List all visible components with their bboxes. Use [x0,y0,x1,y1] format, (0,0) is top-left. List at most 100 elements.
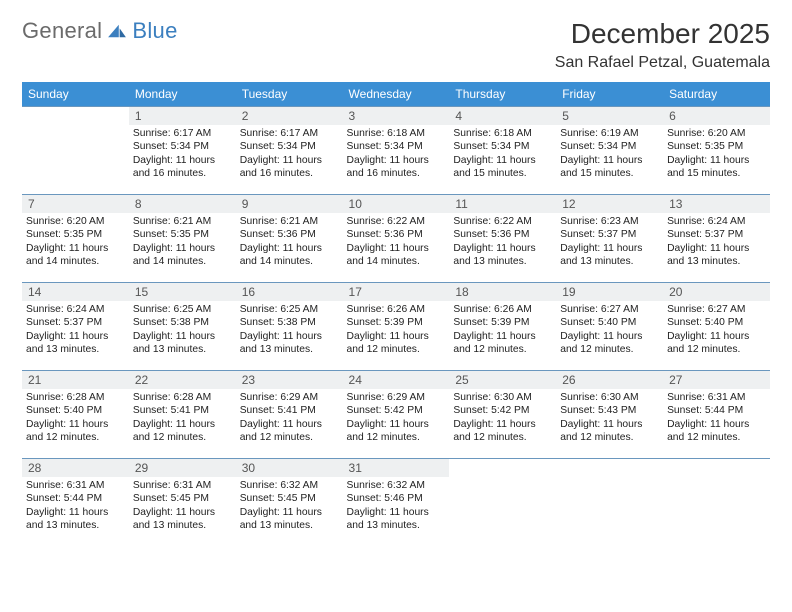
daylight-text: and 14 minutes. [133,255,232,268]
day-number: 2 [236,107,343,125]
daylight-text: Daylight: 11 hours [347,330,446,343]
sunrise-text: Sunrise: 6:30 AM [453,391,552,404]
sunrise-text: Sunrise: 6:27 AM [667,303,766,316]
sunset-text: Sunset: 5:46 PM [347,492,446,505]
sunrise-text: Sunrise: 6:20 AM [667,127,766,140]
calendar-week-row: 21Sunrise: 6:28 AMSunset: 5:40 PMDayligh… [22,371,770,459]
day-details: Sunrise: 6:28 AMSunset: 5:40 PMDaylight:… [22,389,129,449]
daylight-text: Daylight: 11 hours [560,418,659,431]
daylight-text: Daylight: 11 hours [240,506,339,519]
daylight-text: and 13 minutes. [667,255,766,268]
daylight-text: and 12 minutes. [453,343,552,356]
sunrise-text: Sunrise: 6:22 AM [347,215,446,228]
day-number: 19 [556,283,663,301]
day-details: Sunrise: 6:31 AMSunset: 5:44 PMDaylight:… [663,389,770,449]
sunrise-text: Sunrise: 6:17 AM [240,127,339,140]
header: General Blue December 2025 San Rafael Pe… [22,18,770,72]
day-number: 26 [556,371,663,389]
day-number: 12 [556,195,663,213]
calendar-cell: 24Sunrise: 6:29 AMSunset: 5:42 PMDayligh… [343,371,450,459]
daylight-text: and 13 minutes. [133,519,232,532]
calendar-cell: 19Sunrise: 6:27 AMSunset: 5:40 PMDayligh… [556,283,663,371]
day-number: 20 [663,283,770,301]
day-number: 27 [663,371,770,389]
sunrise-text: Sunrise: 6:18 AM [453,127,552,140]
sunrise-text: Sunrise: 6:28 AM [26,391,125,404]
sunset-text: Sunset: 5:39 PM [453,316,552,329]
daylight-text: Daylight: 11 hours [667,154,766,167]
sunrise-text: Sunrise: 6:24 AM [667,215,766,228]
daylight-text: Daylight: 11 hours [26,506,125,519]
sunset-text: Sunset: 5:37 PM [560,228,659,241]
sunrise-text: Sunrise: 6:32 AM [240,479,339,492]
daylight-text: Daylight: 11 hours [453,418,552,431]
sunrise-text: Sunrise: 6:22 AM [453,215,552,228]
sunset-text: Sunset: 5:34 PM [560,140,659,153]
sunset-text: Sunset: 5:35 PM [133,228,232,241]
day-details: Sunrise: 6:18 AMSunset: 5:34 PMDaylight:… [449,125,556,185]
daylight-text: Daylight: 11 hours [453,242,552,255]
day-details: Sunrise: 6:29 AMSunset: 5:42 PMDaylight:… [343,389,450,449]
sunrise-text: Sunrise: 6:27 AM [560,303,659,316]
day-header: Monday [129,82,236,107]
calendar-cell: 7Sunrise: 6:20 AMSunset: 5:35 PMDaylight… [22,195,129,283]
day-header: Sunday [22,82,129,107]
calendar-week-row: 14Sunrise: 6:24 AMSunset: 5:37 PMDayligh… [22,283,770,371]
calendar-cell [22,107,129,195]
daylight-text: and 15 minutes. [667,167,766,180]
daylight-text: and 15 minutes. [560,167,659,180]
sunset-text: Sunset: 5:34 PM [240,140,339,153]
day-details: Sunrise: 6:23 AMSunset: 5:37 PMDaylight:… [556,213,663,273]
calendar-cell: 2Sunrise: 6:17 AMSunset: 5:34 PMDaylight… [236,107,343,195]
calendar-cell: 13Sunrise: 6:24 AMSunset: 5:37 PMDayligh… [663,195,770,283]
calendar-header-row: SundayMondayTuesdayWednesdayThursdayFrid… [22,82,770,107]
day-header: Wednesday [343,82,450,107]
sunset-text: Sunset: 5:35 PM [667,140,766,153]
daylight-text: and 13 minutes. [453,255,552,268]
daylight-text: Daylight: 11 hours [347,418,446,431]
day-number: 9 [236,195,343,213]
day-details: Sunrise: 6:22 AMSunset: 5:36 PMDaylight:… [449,213,556,273]
sunset-text: Sunset: 5:34 PM [453,140,552,153]
day-number: 18 [449,283,556,301]
daylight-text: and 12 minutes. [240,431,339,444]
day-details: Sunrise: 6:26 AMSunset: 5:39 PMDaylight:… [449,301,556,361]
calendar-week-row: 28Sunrise: 6:31 AMSunset: 5:44 PMDayligh… [22,459,770,547]
calendar-cell: 15Sunrise: 6:25 AMSunset: 5:38 PMDayligh… [129,283,236,371]
sunset-text: Sunset: 5:35 PM [26,228,125,241]
calendar-cell: 31Sunrise: 6:32 AMSunset: 5:46 PMDayligh… [343,459,450,547]
calendar-cell: 11Sunrise: 6:22 AMSunset: 5:36 PMDayligh… [449,195,556,283]
sunset-text: Sunset: 5:43 PM [560,404,659,417]
calendar-cell: 30Sunrise: 6:32 AMSunset: 5:45 PMDayligh… [236,459,343,547]
day-details: Sunrise: 6:20 AMSunset: 5:35 PMDaylight:… [663,125,770,185]
daylight-text: and 12 minutes. [26,431,125,444]
calendar-cell: 20Sunrise: 6:27 AMSunset: 5:40 PMDayligh… [663,283,770,371]
day-details: Sunrise: 6:32 AMSunset: 5:46 PMDaylight:… [343,477,450,537]
sunrise-text: Sunrise: 6:26 AM [347,303,446,316]
daylight-text: Daylight: 11 hours [133,242,232,255]
daylight-text: and 16 minutes. [347,167,446,180]
day-number: 15 [129,283,236,301]
calendar-cell: 25Sunrise: 6:30 AMSunset: 5:42 PMDayligh… [449,371,556,459]
day-details: Sunrise: 6:31 AMSunset: 5:44 PMDaylight:… [22,477,129,537]
day-header: Thursday [449,82,556,107]
day-number: 13 [663,195,770,213]
sunset-text: Sunset: 5:37 PM [26,316,125,329]
logo: General Blue [22,18,178,44]
logo-text-general: General [22,18,102,44]
day-number: 7 [22,195,129,213]
day-number: 23 [236,371,343,389]
calendar-cell: 5Sunrise: 6:19 AMSunset: 5:34 PMDaylight… [556,107,663,195]
sunset-text: Sunset: 5:34 PM [133,140,232,153]
day-details: Sunrise: 6:17 AMSunset: 5:34 PMDaylight:… [129,125,236,185]
daylight-text: and 12 minutes. [560,431,659,444]
day-header: Tuesday [236,82,343,107]
daylight-text: Daylight: 11 hours [240,418,339,431]
day-details: Sunrise: 6:17 AMSunset: 5:34 PMDaylight:… [236,125,343,185]
day-details: Sunrise: 6:24 AMSunset: 5:37 PMDaylight:… [22,301,129,361]
day-details: Sunrise: 6:21 AMSunset: 5:36 PMDaylight:… [236,213,343,273]
daylight-text: Daylight: 11 hours [453,330,552,343]
daylight-text: and 13 minutes. [560,255,659,268]
daylight-text: and 16 minutes. [133,167,232,180]
sunrise-text: Sunrise: 6:24 AM [26,303,125,316]
